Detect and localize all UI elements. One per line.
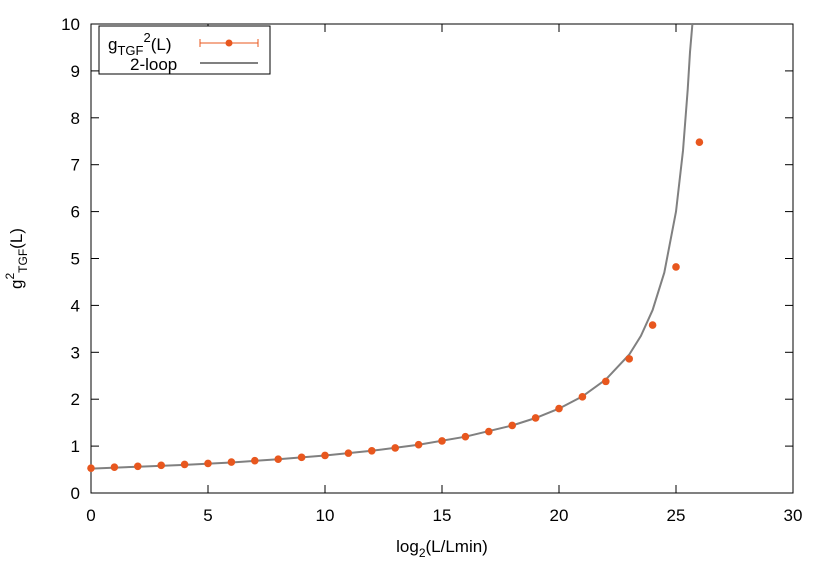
data-point — [157, 461, 165, 470]
data-point — [251, 456, 259, 465]
x-axis-title-sub: 2 — [419, 546, 426, 560]
legend-label-sup: 2 — [143, 30, 150, 45]
x-axis-title-rest: (L/Lmin) — [426, 537, 488, 556]
legend-label-rest: (L) — [151, 35, 172, 54]
data-point — [531, 414, 540, 422]
y-axis-title-sub: TGF — [16, 249, 30, 273]
y-tick-label: 4 — [71, 296, 80, 315]
y-tick-label: 2 — [71, 390, 80, 409]
y-tick-label: 1 — [71, 437, 80, 456]
legend: gTGF2(L) 2-loop — [98, 25, 271, 75]
x-tick-label: 25 — [667, 506, 686, 525]
data-point — [438, 437, 446, 445]
data-point — [368, 446, 376, 455]
data-point — [180, 460, 189, 469]
data-point — [625, 355, 633, 363]
line-series-2-loop — [90, 23, 694, 470]
y-axis-title: g2TGF(L) — [3, 228, 30, 289]
data-point — [602, 377, 610, 386]
y-axis-title-sup: 2 — [3, 273, 17, 280]
point-series-g-tgf — [87, 138, 704, 472]
y-tick-label: 0 — [71, 484, 80, 503]
x-tick-label: 15 — [433, 506, 452, 525]
y-tick-label: 5 — [71, 250, 80, 269]
x-tick-label: 5 — [203, 506, 212, 525]
y-axis: 0 1 2 3 4 5 6 7 8 9 10 — [61, 15, 793, 503]
data-point — [204, 459, 212, 468]
data-point — [87, 464, 95, 472]
y-axis-title-base: g — [7, 280, 26, 289]
y-tick-label: 8 — [71, 109, 80, 128]
data-point — [508, 421, 516, 430]
y-tick-label: 6 — [71, 203, 80, 222]
data-point — [134, 462, 142, 471]
data-point — [227, 458, 236, 466]
y-tick-label: 7 — [71, 156, 80, 175]
data-point — [391, 444, 400, 452]
x-axis-title-base: log — [396, 537, 419, 556]
data-point — [321, 451, 329, 460]
data-point — [648, 321, 657, 329]
data-point — [344, 449, 353, 457]
data-point — [555, 404, 563, 413]
x-axis-title: log2(L/Lmin) — [396, 537, 488, 560]
x-tick-label: 10 — [316, 506, 335, 525]
data-point — [414, 440, 423, 449]
legend-label-g-tgf: gTGF2(L) — [108, 30, 171, 58]
legend-label-2-loop: 2-loop — [130, 55, 177, 74]
legend-label-base: g — [108, 35, 117, 54]
x-tick-label: 0 — [86, 506, 95, 525]
data-point — [578, 393, 587, 401]
x-axis: 0 5 10 15 20 25 30 — [86, 24, 802, 525]
data-point — [110, 463, 119, 472]
x-tick-label: 30 — [784, 506, 803, 525]
legend-label-sub: TGF — [117, 43, 143, 58]
legend-marker-g-tgf — [199, 39, 259, 47]
legend-box — [98, 25, 271, 75]
data-point — [297, 453, 306, 462]
data-point — [672, 263, 680, 271]
data-point — [695, 138, 704, 146]
data-point — [461, 432, 470, 441]
y-tick-label: 9 — [71, 62, 80, 81]
y-tick-label: 3 — [71, 343, 80, 362]
data-point — [274, 455, 283, 464]
y-tick-label: 10 — [61, 15, 80, 34]
data-point — [485, 427, 493, 436]
y-axis-title-rest: (L) — [7, 228, 26, 249]
line-2-loop — [90, 23, 694, 470]
x-tick-label: 20 — [550, 506, 569, 525]
